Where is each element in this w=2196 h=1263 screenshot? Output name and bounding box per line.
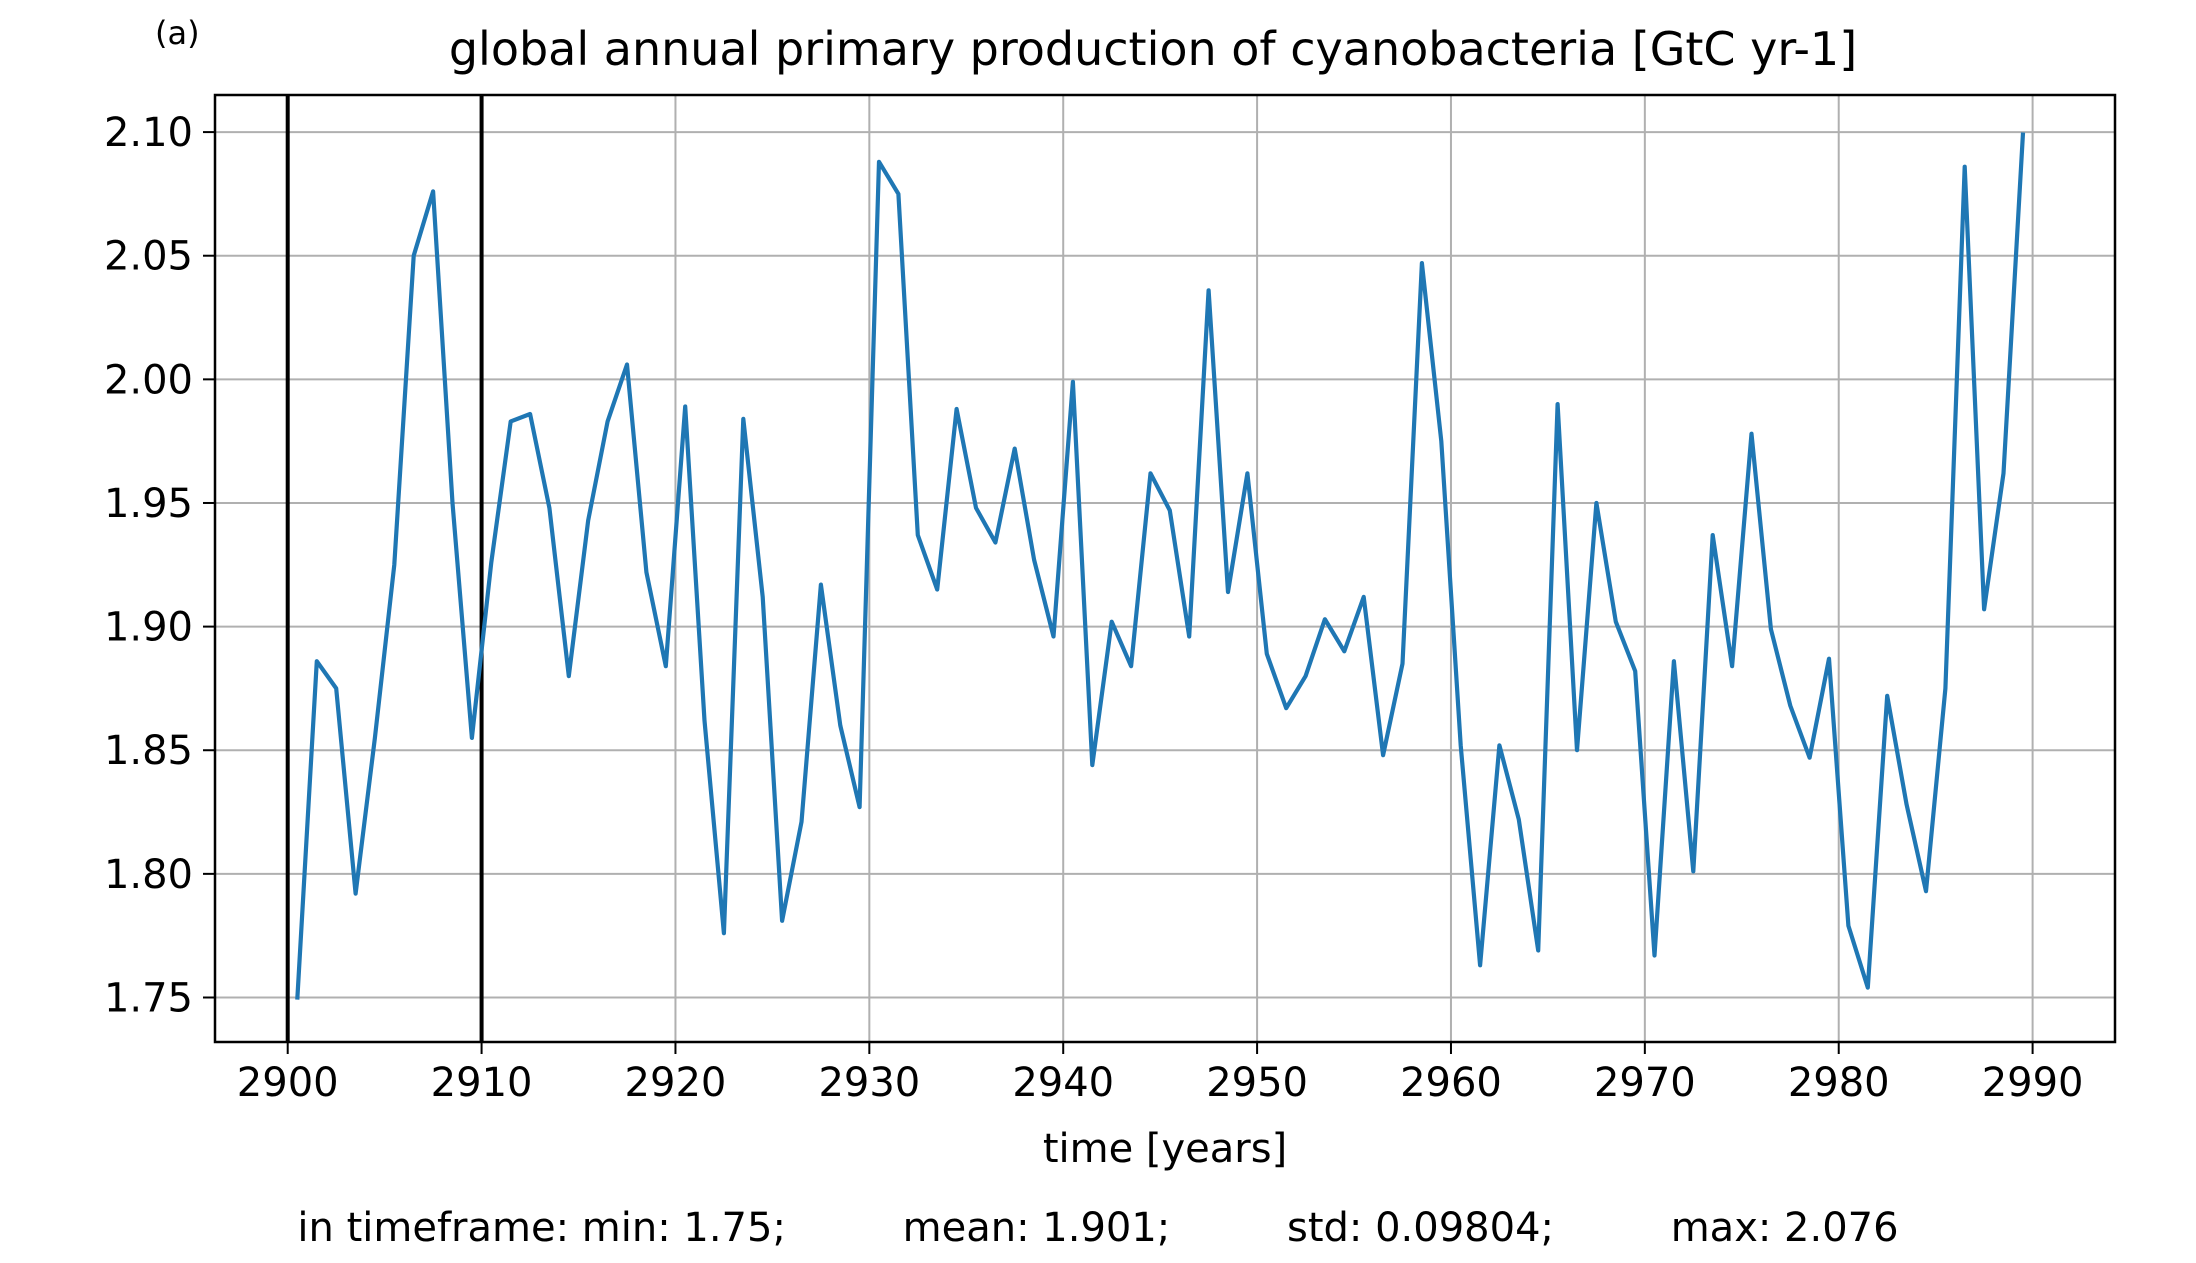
x-tick-label: 2980 (1788, 1060, 1890, 1106)
series-line (295, 132, 2026, 1000)
timeframe-markers (285, 95, 484, 1042)
x-tick-label: 2970 (1594, 1060, 1696, 1106)
y-tick-label: 1.85 (104, 728, 193, 774)
x-tick-label: 2930 (818, 1060, 920, 1106)
stats-min-value: min: 1.75; (581, 1205, 786, 1251)
grid-lines (215, 95, 2115, 1042)
stats-max: max: 2.076 (1670, 1205, 1899, 1251)
stats-prefix: in timeframe: (297, 1205, 570, 1251)
stats-std: std: 0.09804; (1287, 1205, 1554, 1251)
stats-mean: mean: 1.901; (902, 1205, 1171, 1251)
y-tick-label: 2.10 (104, 110, 193, 156)
y-tick-label: 2.00 (104, 357, 193, 403)
y-tick-label: 1.75 (104, 975, 193, 1021)
x-tick-label: 2950 (1206, 1060, 1308, 1106)
x-tick-label: 2910 (431, 1060, 533, 1106)
series-layer (295, 132, 2026, 1000)
x-tick-label: 2920 (625, 1060, 727, 1106)
stats-line: in timeframe: min: 1.75; mean: 1.901; st… (0, 1205, 2196, 1251)
panel-label: (a) (155, 14, 200, 52)
x-tick-label: 2960 (1400, 1060, 1502, 1106)
x-axis-label: time [years] (1043, 1126, 1287, 1172)
plot-frame (213, 93, 2117, 1044)
y-tick-label: 1.90 (104, 605, 193, 651)
x-tick-label: 2900 (237, 1060, 339, 1106)
x-axis-ticks: 2900 2910 2920 2930 2940 2950 2960 2970 2980 2990 (237, 1042, 2084, 1106)
y-tick-label: 2.05 (104, 234, 193, 280)
stats-min: in timeframe: min: 1.75; (297, 1205, 786, 1251)
x-tick-label: 2940 (1012, 1060, 1114, 1106)
x-tick-label: 2990 (1982, 1060, 2084, 1106)
y-tick-label: 1.95 (104, 481, 193, 527)
y-axis-ticks: 1.75 1.80 1.85 1.90 1.95 2.00 2.05 2.10 (104, 110, 215, 1021)
chart-title: global annual primary production of cyan… (448, 22, 1858, 76)
y-tick-label: 1.80 (104, 852, 193, 898)
